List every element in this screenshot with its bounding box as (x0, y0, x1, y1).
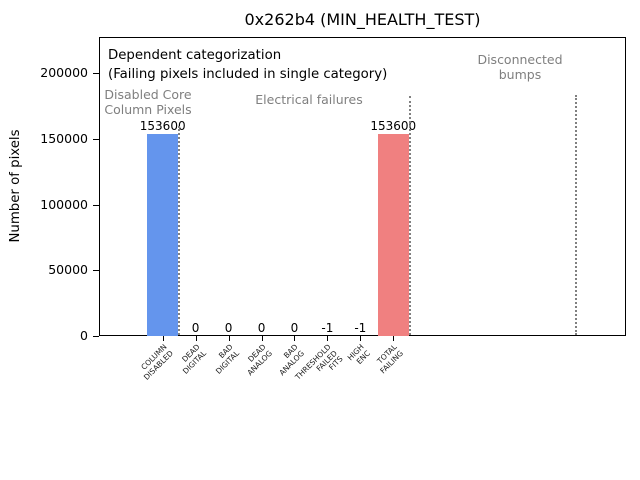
plot-area (99, 37, 626, 336)
x-tick-mark (327, 336, 329, 341)
y-axis-label: Number of pixels (8, 129, 23, 243)
annotation-line: (Failing pixels included in single categ… (108, 67, 388, 82)
x-tick-mark (360, 336, 362, 341)
x-tick-mark (261, 336, 263, 341)
y-tick-label: 100000 (40, 196, 88, 212)
y-tick-label: 50000 (48, 262, 88, 278)
bar-value-label: 0 (191, 321, 200, 335)
annotation-line: Dependent categorization (108, 48, 282, 63)
x-tick-mark (294, 336, 296, 341)
bar-value-label: 0 (290, 321, 299, 335)
bar-value-label: -1 (321, 321, 334, 335)
y-tick-label: 150000 (40, 130, 88, 146)
disabled-core-group-label: Disabled Core Column Pixels (0, 87, 298, 117)
y-tick-mark (93, 204, 99, 206)
annotation-line: Disconnected (477, 52, 563, 67)
bar-total-failing (377, 134, 409, 336)
y-tick-mark (93, 336, 99, 337)
x-tick-mark (393, 336, 395, 341)
bar-value-label: 0 (257, 321, 266, 335)
x-tick-mark (195, 336, 197, 341)
y-tick-mark (93, 138, 99, 140)
annotation-line: bumps (498, 67, 542, 82)
annotation-line: Electrical failures (255, 92, 363, 107)
electrical-failures-group-label: Electrical failures (159, 92, 459, 107)
dependent-categorization-note: Dependent categorization (Failing pixels … (108, 46, 387, 84)
y-tick-mark (93, 73, 99, 75)
category-group-divider-line (178, 126, 180, 335)
x-tick-mark (162, 336, 164, 341)
chart-title: 0x262b4 (MIN_HEALTH_TEST) (244, 10, 481, 29)
annotation-line: Disabled Core (104, 87, 192, 102)
category-group-divider-line (409, 96, 411, 335)
bar-value-label: 0 (224, 321, 233, 335)
y-tick-mark (93, 270, 99, 272)
y-tick-label: 0 (80, 328, 88, 343)
bar-value-label: -1 (354, 321, 367, 335)
bar-value-label: 153600 (139, 119, 186, 134)
category-group-divider-line (575, 95, 577, 335)
x-tick-mark (228, 336, 230, 341)
y-tick-label: 200000 (40, 65, 88, 81)
annotation-line: Column Pixels (104, 102, 192, 117)
disconnected-bumps-group-label: Disconnected bumps (370, 52, 640, 82)
bar-column-disabled (147, 134, 179, 336)
bar-value-label: 153600 (370, 119, 417, 134)
